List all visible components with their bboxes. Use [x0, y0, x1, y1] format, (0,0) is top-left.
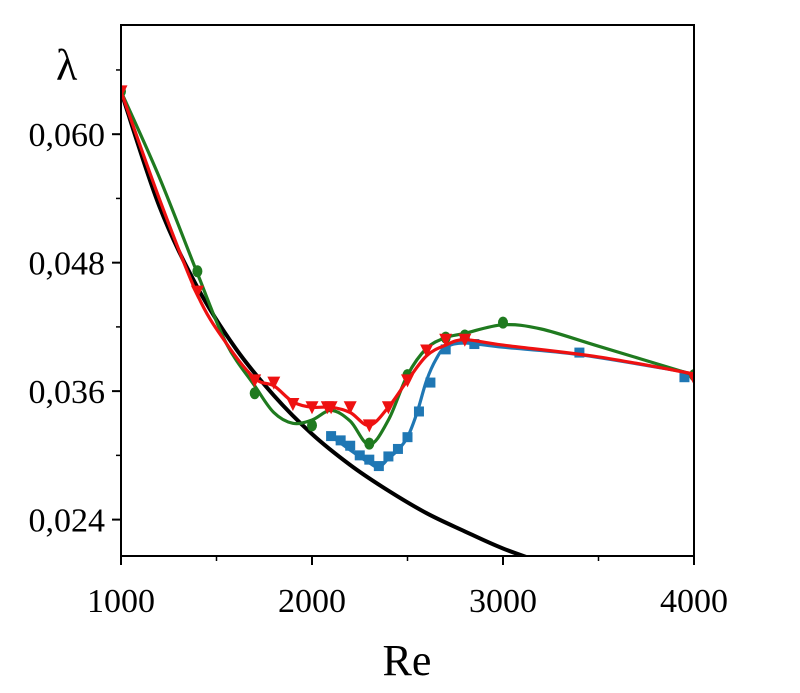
series-red-point	[343, 401, 357, 415]
series-blue-point	[469, 339, 480, 350]
series-blue-point	[413, 406, 424, 417]
series-green-point	[192, 265, 203, 278]
series-red-point	[420, 344, 434, 358]
series-red-point	[381, 401, 395, 415]
x-axis-ticks: 1000 2000 3000 4000	[87, 556, 728, 620]
series-green-point	[498, 316, 508, 329]
series-layer	[121, 85, 694, 556]
series-green-point	[307, 419, 317, 432]
y-axis-ticks: 0,024 0,036 0,048 0,060	[29, 69, 121, 540]
series-blue-point	[402, 432, 413, 443]
series-blue-point	[373, 461, 384, 472]
series-red	[121, 85, 694, 433]
x-tick-label: 1000	[87, 583, 155, 620]
series-red-point	[286, 397, 300, 411]
series-red-point	[401, 374, 414, 388]
y-axis-title: λ	[56, 41, 78, 90]
series-green-point	[364, 437, 375, 450]
plot-frame	[120, 24, 695, 557]
x-axis-title: Re	[383, 636, 432, 685]
series-green-point	[249, 387, 260, 400]
y-tick-label: 0,048	[29, 246, 106, 283]
series-blue-point	[345, 440, 356, 451]
series-blue-point	[364, 454, 375, 465]
series-red-point	[248, 374, 262, 388]
series-green-line	[121, 89, 694, 447]
series-red-point	[190, 285, 204, 299]
series-blue-point	[440, 344, 451, 355]
series-blue-point	[383, 451, 394, 462]
y-tick-label: 0,036	[29, 374, 106, 411]
series-blue-point	[392, 443, 403, 454]
y-tick-label: 0,060	[29, 117, 106, 154]
series-red-point	[267, 376, 281, 390]
series-red-point	[439, 333, 453, 347]
series-red-point	[362, 419, 376, 433]
series-blue-point	[679, 372, 690, 383]
series-blue-point	[425, 377, 436, 388]
series-red-point	[687, 372, 694, 386]
series-blue	[326, 333, 690, 472]
series-blue-point	[354, 450, 365, 461]
x-tick-label: 4000	[660, 583, 728, 620]
series-green	[121, 85, 694, 450]
series-red-point	[324, 401, 338, 415]
series-red-point	[121, 85, 128, 99]
series-blue-point	[574, 347, 585, 358]
series-blue-point	[326, 431, 337, 442]
x-tick-label: 2000	[278, 583, 346, 620]
series-red-point	[305, 401, 319, 415]
x-tick-label: 3000	[469, 583, 537, 620]
series-blue-point	[335, 435, 346, 446]
y-tick-label: 0,024	[29, 503, 106, 540]
series-red-point	[458, 333, 472, 347]
